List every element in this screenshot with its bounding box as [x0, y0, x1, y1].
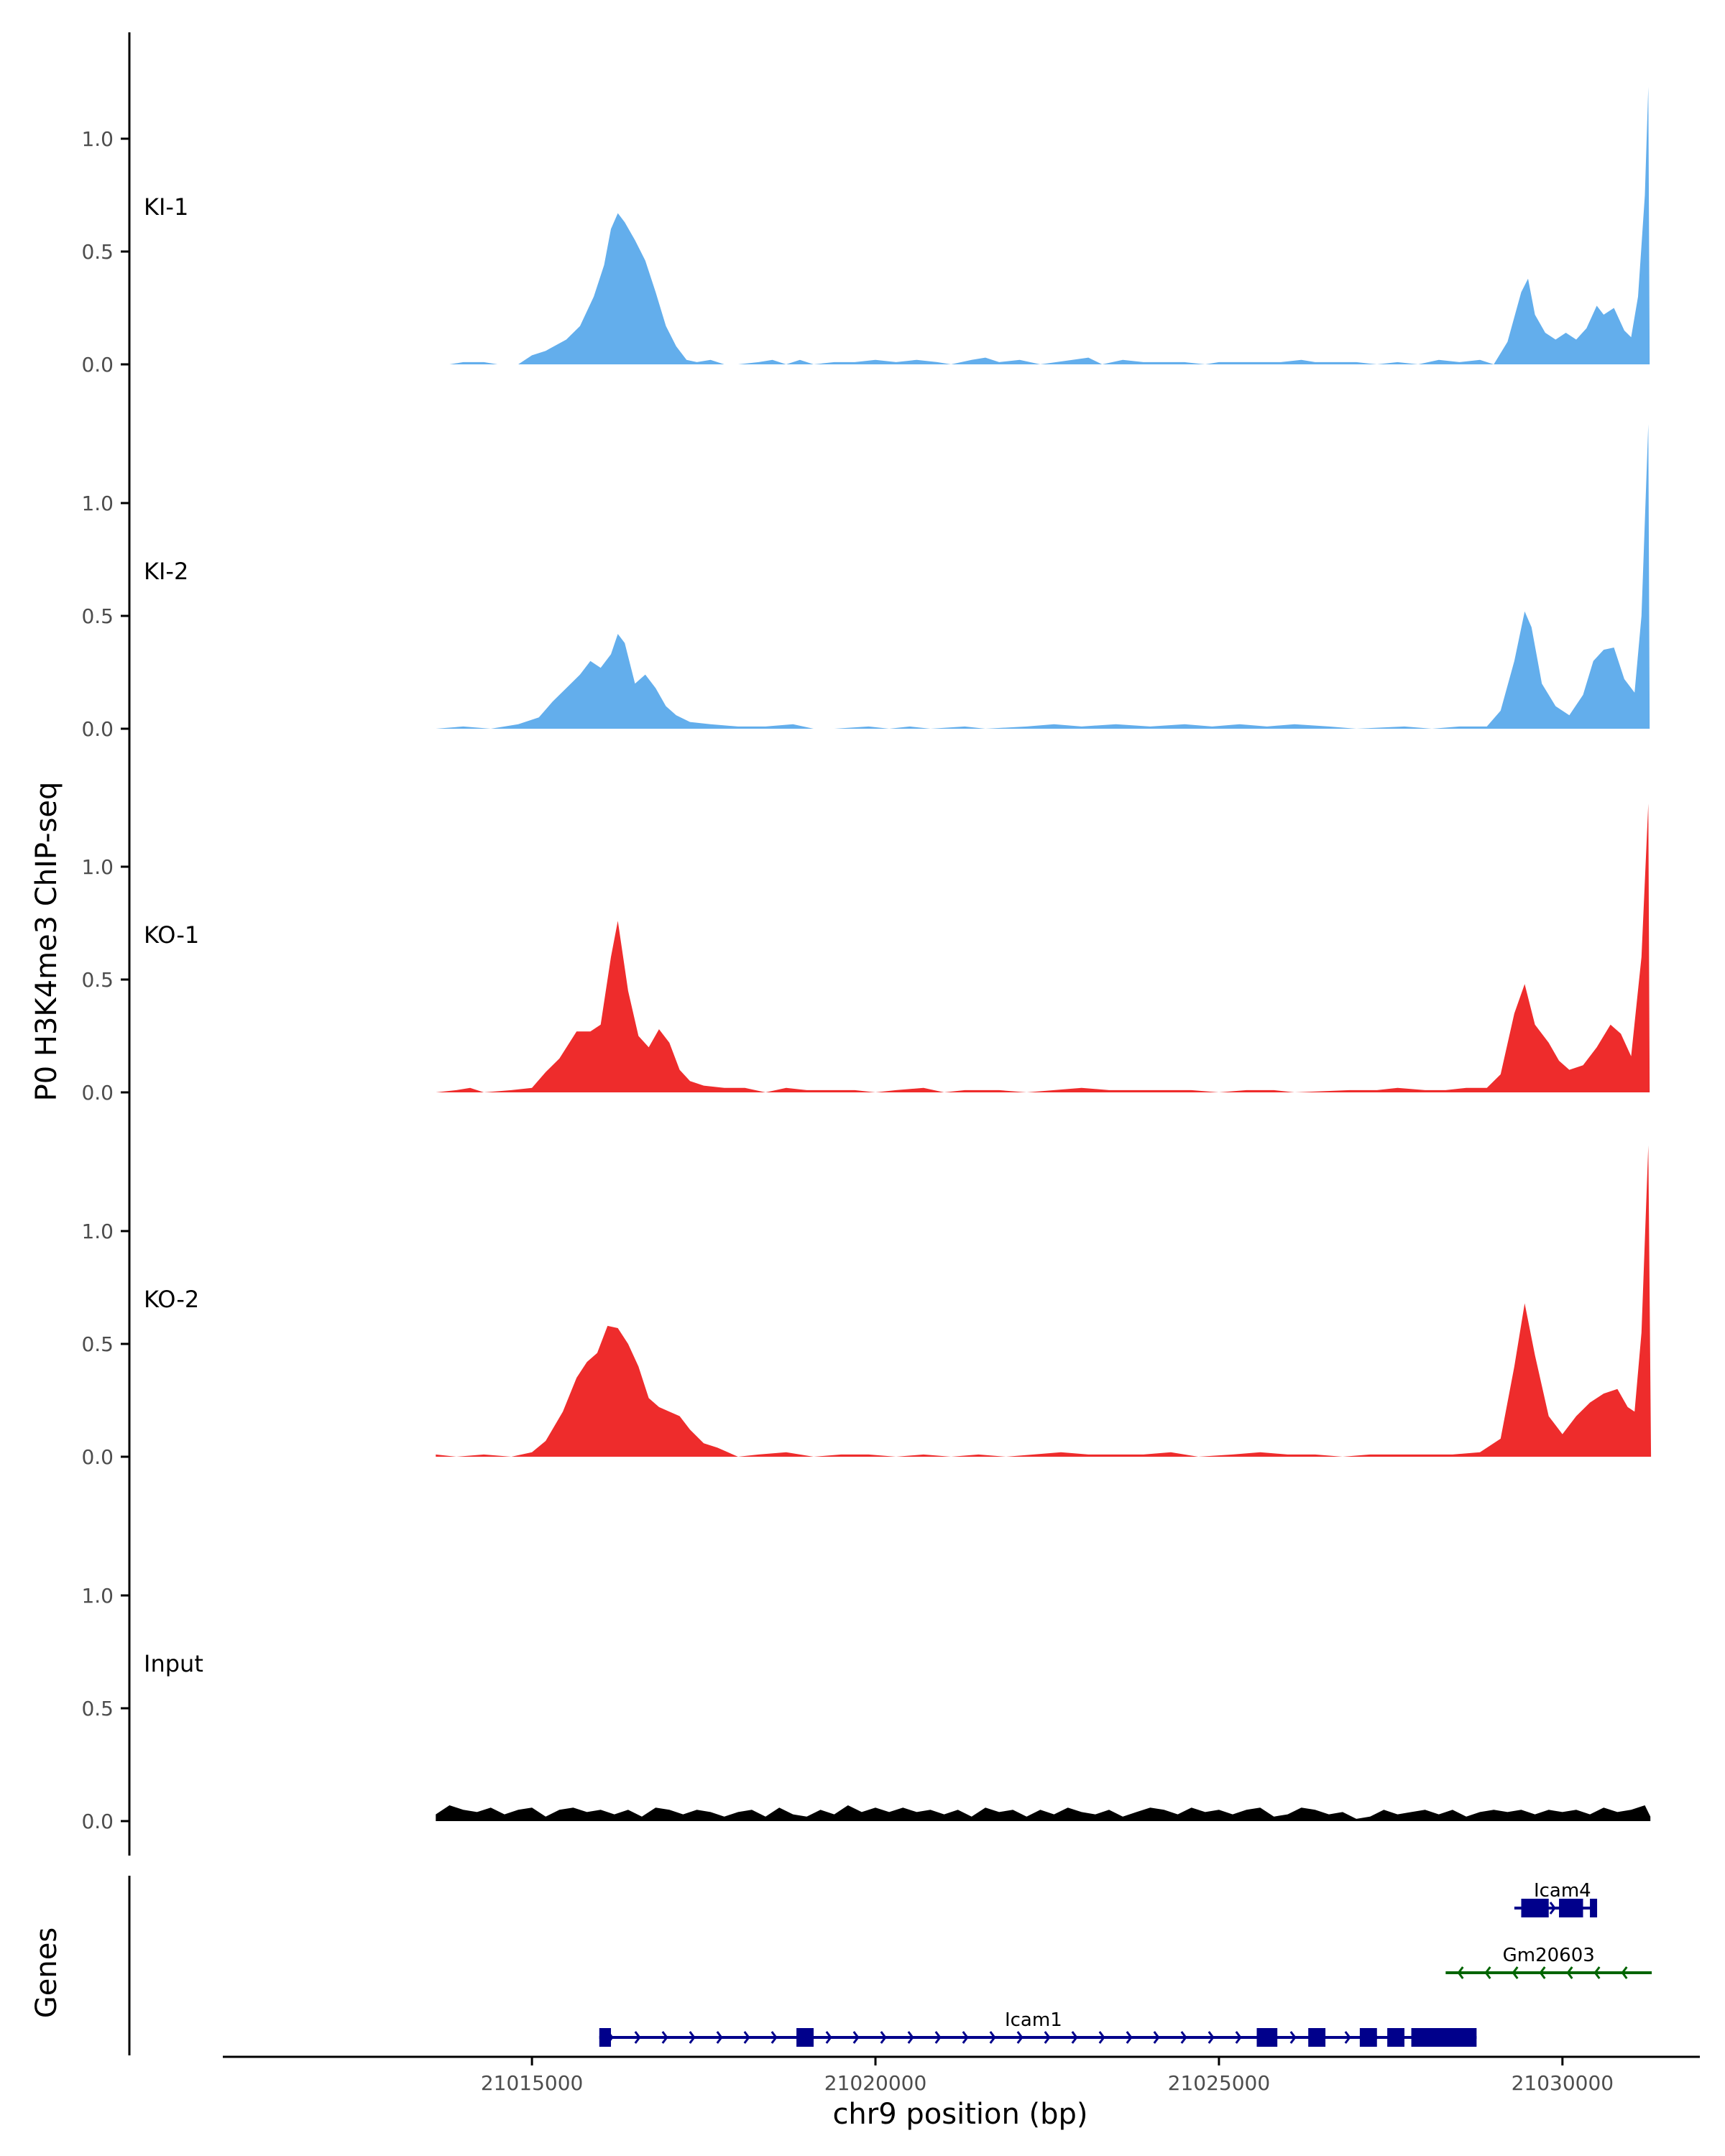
strand-arrow: [1044, 2031, 1051, 2044]
strand-arrow: [1621, 1966, 1628, 1979]
strand-arrow: [743, 2031, 750, 2044]
signal-area-input: [436, 1805, 1651, 1821]
strand-arrow: [1153, 2031, 1160, 2044]
gene-exon: [1256, 2028, 1278, 2047]
track-ko-2: 0.0 0.5 1.0 KO-2: [81, 1125, 1652, 1491]
track-input: 0.0 0.5 1.0 Input: [81, 1489, 1651, 1856]
track-label: Input: [144, 1650, 203, 1677]
x-tick-label: 21015000: [481, 2071, 584, 2095]
strand-arrow: [1180, 2031, 1187, 2044]
y-tick-label: 0.0: [81, 1810, 114, 1833]
strand-arrow: [770, 2031, 778, 2044]
strand-arrow: [1098, 2031, 1105, 2044]
y-tick-label: 1.0: [81, 127, 114, 151]
strand-arrow: [1457, 1966, 1464, 1979]
y-tick-label: 0.5: [81, 1697, 114, 1720]
strand-arrow: [1344, 2031, 1351, 2044]
strand-arrow: [962, 2031, 969, 2044]
strand-arrow: [989, 2031, 996, 2044]
gene-exon: [1559, 1899, 1583, 1917]
gene-exon: [1521, 1899, 1549, 1917]
track-ki-1: 0.0 0.5 1.0 KI-1: [81, 32, 1650, 399]
genes-track-title: Genes: [30, 1927, 63, 2018]
strand-arrow: [1126, 2031, 1133, 2044]
x-tick-label: 21025000: [1168, 2071, 1271, 2095]
strand-arrow: [1539, 1966, 1546, 1979]
strand-arrow: [1016, 2031, 1024, 2044]
signal-area-ko-1: [436, 803, 1650, 1092]
track-ko-1: 0.0 0.5 1.0 KO-1: [81, 760, 1650, 1127]
y-tick-label: 1.0: [81, 855, 114, 879]
y-tick-label: 0.0: [81, 1445, 114, 1469]
y-tick-label: 0.5: [81, 604, 114, 628]
gene-exon: [1590, 1899, 1598, 1917]
signal-area-ko-2: [436, 1145, 1652, 1457]
signal-area-ki-2: [436, 424, 1650, 729]
gene-exon: [796, 2028, 814, 2047]
strand-arrow: [661, 2031, 668, 2044]
gene-icam1: Icam1: [599, 2009, 1477, 2047]
x-axis-title: chr9 position (bp): [832, 2098, 1087, 2131]
strand-arrow: [1549, 1902, 1556, 1915]
gene-icam4: Icam4: [1514, 1880, 1598, 1917]
strand-arrow: [934, 2031, 942, 2044]
track-ki-2: 0.0 0.5 1.0 KI-2: [81, 397, 1650, 763]
strand-arrow: [852, 2031, 860, 2044]
track-label: KO-1: [144, 921, 199, 949]
track-label: KI-1: [144, 193, 188, 221]
strand-arrow: [1484, 1966, 1491, 1979]
strand-arrow: [825, 2031, 832, 2044]
gene-exon: [1359, 2028, 1377, 2047]
y-tick-label: 0.0: [81, 1081, 114, 1105]
signal-tracks: 0.00.51.0KI-10.00.51.0KI-20.00.51.0KO-10…: [81, 32, 1652, 1856]
strand-arrow: [1512, 1966, 1519, 1979]
gene-exon: [1411, 2028, 1477, 2047]
strand-arrow: [907, 2031, 914, 2044]
y-tick-label: 0.5: [81, 1332, 114, 1356]
y-tick-label: 1.0: [81, 492, 114, 515]
strand-arrow: [689, 2031, 696, 2044]
strand-arrow: [634, 2031, 641, 2044]
x-tick-label: 21020000: [824, 2071, 927, 2095]
strand-arrow: [1208, 2031, 1215, 2044]
strand-arrow: [1566, 1966, 1573, 1979]
gene-label: Gm20603: [1503, 1945, 1595, 1966]
x-axis: 21015000 21020000 21025000 21030000: [223, 2055, 1700, 2095]
y-tick-label: 0.5: [81, 968, 114, 992]
gene-exon: [1387, 2028, 1404, 2047]
y-tick-label: 0.0: [81, 353, 114, 377]
strand-arrow: [1071, 2031, 1078, 2044]
gene-annotation-track: Icam4 Gm20603 Icam1: [128, 1876, 1652, 2055]
strand-arrow: [716, 2031, 723, 2044]
gene-exon: [599, 2028, 612, 2047]
signal-area-ki-1: [449, 86, 1650, 365]
strand-arrow: [1593, 1966, 1601, 1979]
track-label: KI-2: [144, 558, 188, 585]
x-tick-label: 21030000: [1512, 2071, 1614, 2095]
gene-gm20603: Gm20603: [1445, 1945, 1652, 1979]
y-tick-label: 0.0: [81, 717, 114, 741]
strand-arrow: [880, 2031, 887, 2044]
gene-exon: [1308, 2028, 1326, 2047]
strand-arrow: [1235, 2031, 1242, 2044]
y-tick-label: 1.0: [81, 1220, 114, 1243]
y-axis-title: P0 H3K4me3 ChIP-seq: [30, 782, 63, 1102]
y-tick-label: 0.5: [81, 240, 114, 264]
gene-label: Icam4: [1534, 1880, 1591, 1902]
gene-label: Icam1: [1005, 2009, 1062, 2031]
track-label: KO-2: [144, 1286, 199, 1313]
strand-arrow: [1289, 2031, 1297, 2044]
y-tick-label: 1.0: [81, 1584, 114, 1608]
